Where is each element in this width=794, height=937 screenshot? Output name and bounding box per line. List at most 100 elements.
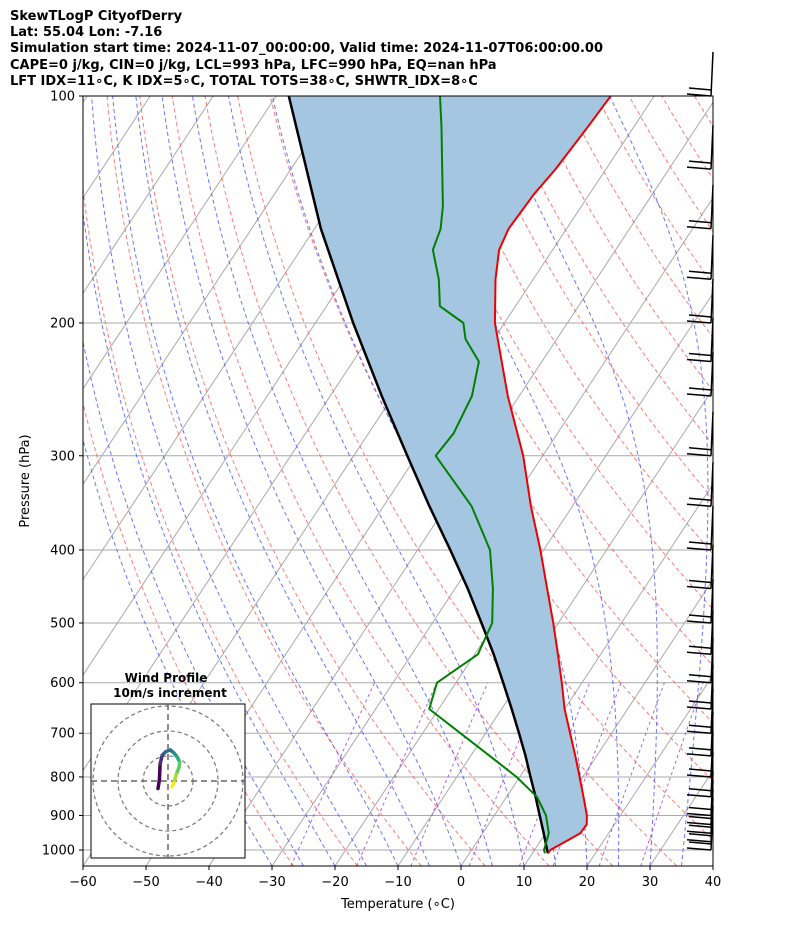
wind-barb-staff bbox=[710, 752, 714, 797]
wind-barb-flag bbox=[686, 166, 712, 170]
wind-barb-staff bbox=[710, 462, 714, 507]
wind-barb bbox=[686, 664, 714, 710]
wind-barb-flag bbox=[688, 815, 712, 820]
wind-barb-flag bbox=[686, 706, 712, 710]
mixing-ratio-line bbox=[640, 682, 704, 866]
hodograph-segment bbox=[170, 781, 176, 789]
wind-barb-flag bbox=[688, 673, 712, 678]
moist-adiabat bbox=[91, 96, 367, 866]
mixing-ratio-line bbox=[598, 682, 665, 866]
wind-barb-staff bbox=[710, 579, 714, 624]
wind-barb bbox=[686, 51, 714, 97]
wind-barb-flag bbox=[688, 806, 712, 811]
wind-barb-flag bbox=[686, 730, 712, 734]
wind-barb-staff bbox=[710, 664, 714, 709]
wind-barb-staff bbox=[710, 352, 714, 397]
dry-adiabat bbox=[465, 96, 713, 500]
wind-barb-flag bbox=[688, 314, 712, 318]
wind-barb-flag bbox=[688, 724, 712, 728]
wind-barb bbox=[686, 125, 714, 170]
y-tick-label: 100 bbox=[50, 90, 75, 105]
wind-barb-flag bbox=[688, 220, 712, 224]
wind-barb-staff bbox=[710, 278, 714, 324]
x-tick-label: 20 bbox=[579, 875, 596, 890]
wind-barb-staff bbox=[710, 505, 714, 551]
wind-barb bbox=[686, 278, 714, 324]
y-tick-label: 200 bbox=[50, 316, 75, 331]
x-axis-label: Temperature (∘C) bbox=[340, 897, 455, 912]
wind-barb bbox=[686, 711, 714, 757]
wind-barb-flag bbox=[688, 700, 712, 704]
moist-adiabat bbox=[83, 209, 336, 866]
x-tick-label: −50 bbox=[132, 875, 159, 890]
wind-barb-flag bbox=[688, 768, 712, 772]
dry-adiabat bbox=[106, 96, 422, 866]
wind-barb bbox=[686, 732, 714, 778]
wind-barb bbox=[686, 805, 714, 851]
isotherm-line bbox=[83, 96, 214, 295]
isotherm-line bbox=[776, 96, 794, 866]
dry-adiabat bbox=[83, 185, 358, 866]
isotherm-line bbox=[83, 96, 403, 581]
wind-barb-flag bbox=[686, 821, 712, 826]
wind-barb bbox=[686, 689, 714, 734]
hodograph-ring bbox=[117, 730, 219, 832]
mixing-ratio-line bbox=[410, 682, 489, 866]
wind-barb-flag bbox=[686, 393, 712, 397]
inset-title-line2: 10m/s increment bbox=[113, 686, 227, 700]
wind-barb-flag bbox=[686, 812, 712, 817]
moist-adiabat bbox=[161, 96, 462, 866]
wind-barb-flag bbox=[688, 832, 712, 837]
wind-barb-staff bbox=[710, 125, 714, 170]
wind-barb bbox=[686, 317, 714, 363]
wind-barb bbox=[686, 352, 714, 397]
wind-barb bbox=[686, 610, 714, 655]
wind-barbs bbox=[686, 51, 714, 851]
wind-barb-staff bbox=[710, 411, 714, 456]
moist-adiabat bbox=[609, 96, 709, 866]
hodograph bbox=[91, 704, 245, 858]
wind-barb-staff bbox=[710, 610, 714, 655]
wind-barb-flag bbox=[688, 270, 712, 275]
wind-barb-staff bbox=[710, 51, 714, 97]
dry-adiabat bbox=[661, 96, 713, 180]
wind-barb-flag bbox=[686, 794, 712, 798]
wind-barb-flag bbox=[686, 620, 712, 624]
moist-adiabat bbox=[712, 862, 713, 866]
wind-barb-flag bbox=[686, 679, 712, 684]
moist-adiabat bbox=[487, 96, 658, 866]
x-tick-label: 0 bbox=[457, 875, 465, 890]
y-tick-label: 600 bbox=[50, 676, 75, 691]
wind-barb-flag bbox=[688, 579, 712, 584]
dry-adiabat bbox=[204, 96, 614, 866]
dry-adiabat bbox=[628, 96, 713, 233]
dry-adiabat bbox=[432, 96, 713, 555]
moist-adiabat bbox=[745, 96, 794, 866]
x-tick-label: 10 bbox=[516, 875, 533, 890]
y-tick-label: 900 bbox=[50, 809, 75, 824]
moist-adiabat bbox=[192, 96, 493, 866]
wind-barb-staff bbox=[710, 638, 714, 683]
dry-adiabat bbox=[596, 96, 713, 286]
wind-barb-staff bbox=[710, 184, 714, 229]
wind-barb-flag bbox=[686, 547, 712, 551]
wind-barb-flag bbox=[688, 87, 712, 91]
dewpoint-profile-line bbox=[428, 96, 550, 854]
y-tick-label: 800 bbox=[50, 770, 75, 785]
location-line: Lat: 55.04 Lon: -7.16 bbox=[10, 25, 163, 41]
inset-title-line1: Wind Profile bbox=[125, 671, 208, 685]
wind-barb-flag bbox=[688, 447, 712, 451]
wind-barb bbox=[686, 184, 714, 230]
mixing-ratio-line bbox=[356, 682, 438, 866]
wind-barb bbox=[686, 411, 714, 457]
y-tick-label: 400 bbox=[50, 543, 75, 558]
dry-adiabat bbox=[83, 401, 294, 866]
wind-barb bbox=[686, 752, 714, 798]
profile-lines bbox=[287, 96, 612, 854]
x-tick-label: −40 bbox=[195, 875, 222, 890]
y-axis-label: Pressure (hPa) bbox=[18, 434, 33, 527]
wind-barb bbox=[686, 638, 714, 684]
wind-barb-flag bbox=[688, 747, 712, 751]
isotherm-line bbox=[523, 578, 713, 866]
